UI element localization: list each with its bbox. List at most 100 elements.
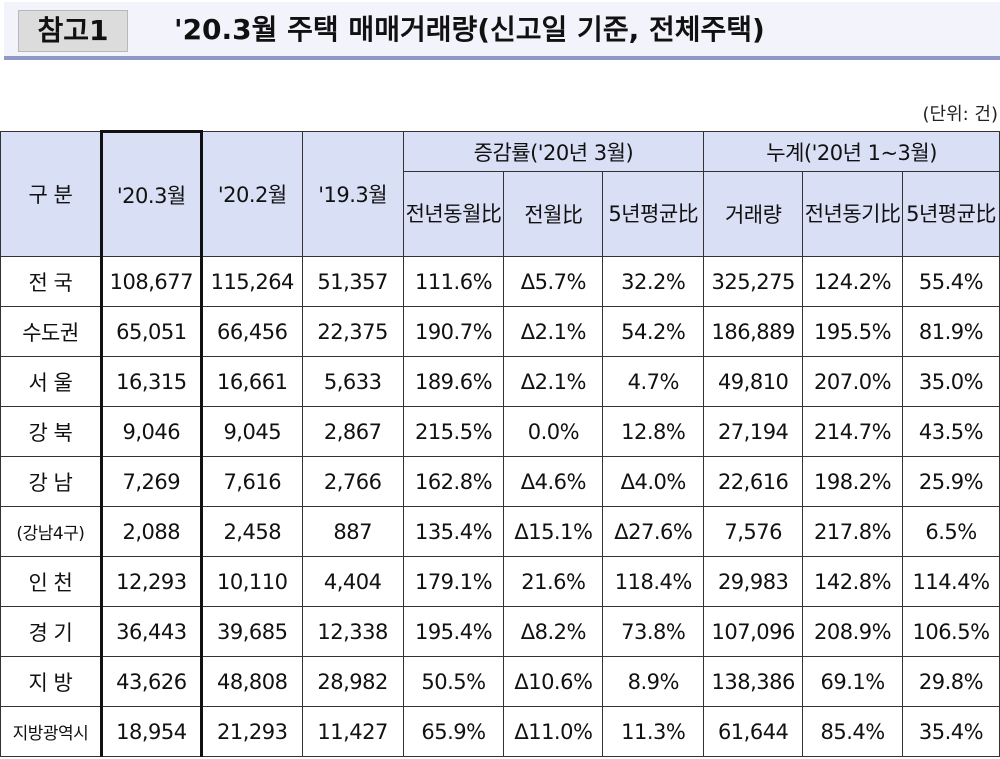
header-rate-5y: 5년평균比 xyxy=(602,171,705,257)
cell-cum-yoy: 207.0% xyxy=(802,356,904,407)
cell-cum-volume: 138,386 xyxy=(703,656,804,707)
cell-cum-volume: 325,275 xyxy=(703,256,804,307)
table-row: (강남4구) 2,088 2,458 887 135.4% Δ15.1% Δ27.6% 7,5… xyxy=(0,506,1000,557)
cell-rate-5y: 32.2% xyxy=(602,256,705,307)
cell-lastyear: 11,427 xyxy=(301,706,404,757)
cell-region: 강 북 xyxy=(0,406,102,457)
cell-rate-yoy: 135.4% xyxy=(402,506,505,557)
cell-lastyear: 4,404 xyxy=(301,556,404,607)
table-row: 지방광역시 18,954 21,293 11,427 65.9% Δ11.0% 11.3% 6… xyxy=(0,706,1000,757)
reference-label: 참고1 xyxy=(18,10,128,52)
cell-region: 지 방 xyxy=(0,656,102,707)
cell-cum-5y: 6.5% xyxy=(902,506,1000,557)
cell-cum-volume: 107,096 xyxy=(703,606,804,657)
table-row: 지 방 43,626 48,808 28,982 50.5% Δ10.6% 8.9% 138,… xyxy=(0,656,1000,707)
cell-cur: 16,315 xyxy=(99,356,203,407)
cell-cur: 108,677 xyxy=(99,256,203,307)
cell-lastyear: 887 xyxy=(301,506,404,557)
header-cum-5y: 5년평균比 xyxy=(902,171,1000,257)
table-row: 강 북 9,046 9,045 2,867 215.5% 0.0% 12.8% 27,194 2… xyxy=(0,406,1000,457)
cell-lastyear: 51,357 xyxy=(301,256,404,307)
cell-cur: 9,046 xyxy=(99,406,203,457)
cell-cur: 7,269 xyxy=(99,456,203,507)
cell-lastyear: 28,982 xyxy=(301,656,404,707)
cell-cum-5y: 43.5% xyxy=(902,406,1000,457)
cell-rate-yoy: 179.1% xyxy=(402,556,505,607)
cell-region: (강남4구) xyxy=(0,506,102,557)
cell-rate-yoy: 189.6% xyxy=(402,356,505,407)
cell-lastyear: 5,633 xyxy=(301,356,404,407)
cell-rate-mom: Δ15.1% xyxy=(503,506,604,557)
cell-rate-5y: 11.3% xyxy=(602,706,705,757)
cell-cum-yoy: 85.4% xyxy=(802,706,904,757)
cell-cum-5y: 106.5% xyxy=(902,606,1000,657)
cell-region: 전 국 xyxy=(0,256,102,307)
header-change-rate: 증감률('20년 3월) xyxy=(402,131,705,172)
cell-cur: 36,443 xyxy=(99,606,203,657)
cell-lastyear: 12,338 xyxy=(301,606,404,657)
cell-rate-mom: Δ11.0% xyxy=(503,706,604,757)
cell-rate-mom: 21.6% xyxy=(503,556,604,607)
cell-rate-5y: 12.8% xyxy=(602,406,705,457)
cell-cum-volume: 7,576 xyxy=(703,506,804,557)
cell-rate-5y: 118.4% xyxy=(602,556,705,607)
cell-cur: 65,051 xyxy=(99,306,203,357)
header-cum-volume: 거래량 xyxy=(703,171,804,257)
cell-rate-yoy: 195.4% xyxy=(402,606,505,657)
cell-prev: 39,685 xyxy=(200,606,303,657)
cell-cum-5y: 55.4% xyxy=(902,256,1000,307)
cell-rate-mom: Δ10.6% xyxy=(503,656,604,707)
cell-region: 강 남 xyxy=(0,456,102,507)
cell-rate-5y: 4.7% xyxy=(602,356,705,407)
header-previous-month: '20.2월 xyxy=(200,131,303,257)
cell-cum-volume: 27,194 xyxy=(703,406,804,457)
cell-rate-yoy: 65.9% xyxy=(402,706,505,757)
header-last-year-month: '19.3월 xyxy=(301,131,404,257)
cell-prev: 9,045 xyxy=(200,406,303,457)
cell-rate-mom: 0.0% xyxy=(503,406,604,457)
unit-label: (단위: 건) xyxy=(922,104,998,125)
title-bar: 참고1 '20.3월 주택 매매거래량(신고일 기준, 전체주택) xyxy=(4,2,1000,60)
cell-prev: 66,456 xyxy=(200,306,303,357)
cell-cum-5y: 25.9% xyxy=(902,456,1000,507)
cell-cur: 18,954 xyxy=(99,706,203,757)
cell-region: 경 기 xyxy=(0,606,102,657)
cell-prev: 10,110 xyxy=(200,556,303,607)
header-current-month: '20.3월 xyxy=(99,130,203,257)
cell-prev: 16,661 xyxy=(200,356,303,407)
cell-cum-5y: 35.0% xyxy=(902,356,1000,407)
cell-cum-yoy: 217.8% xyxy=(802,506,904,557)
cell-rate-mom: Δ2.1% xyxy=(503,306,604,357)
table-row: 인 천 12,293 10,110 4,404 179.1% 21.6% 118.4% 29,… xyxy=(0,556,1000,607)
cell-cum-yoy: 142.8% xyxy=(802,556,904,607)
cell-region: 지방광역시 xyxy=(0,706,102,757)
cell-cum-yoy: 195.5% xyxy=(802,306,904,357)
header-cumulative: 누계('20년 1~3월) xyxy=(703,131,1000,172)
cell-rate-5y: 54.2% xyxy=(602,306,705,357)
table-body: 전 국 108,677 115,264 51,357 111.6% Δ5.7% 32.2% 3… xyxy=(0,256,1000,757)
cell-prev: 21,293 xyxy=(200,706,303,757)
cell-cum-yoy: 214.7% xyxy=(802,406,904,457)
cell-cum-5y: 81.9% xyxy=(902,306,1000,357)
cell-prev: 7,616 xyxy=(200,456,303,507)
table-row: 전 국 108,677 115,264 51,357 111.6% Δ5.7% 32.2% 3… xyxy=(0,256,1000,307)
cell-cum-yoy: 208.9% xyxy=(802,606,904,657)
cell-lastyear: 22,375 xyxy=(301,306,404,357)
table-row: 강 남 7,269 7,616 2,766 162.8% Δ4.6% Δ4.0% 22,616… xyxy=(0,456,1000,507)
cell-cum-5y: 114.4% xyxy=(902,556,1000,607)
cell-rate-mom: Δ8.2% xyxy=(503,606,604,657)
cell-cum-yoy: 124.2% xyxy=(802,256,904,307)
header-rate-mom: 전월比 xyxy=(503,171,604,257)
cell-rate-yoy: 50.5% xyxy=(402,656,505,707)
cell-prev: 115,264 xyxy=(200,256,303,307)
cell-cur: 12,293 xyxy=(99,556,203,607)
cell-cum-5y: 29.8% xyxy=(902,656,1000,707)
cell-rate-yoy: 190.7% xyxy=(402,306,505,357)
transaction-table: 구 분 '20.3월 '20.2월 '19.3월 증감률('20년 3월) 누계… xyxy=(0,130,1000,757)
cell-cur: 43,626 xyxy=(99,656,203,707)
cell-cum-volume: 29,983 xyxy=(703,556,804,607)
cell-region: 인 천 xyxy=(0,556,102,607)
cell-rate-5y: 73.8% xyxy=(602,606,705,657)
cell-cum-volume: 49,810 xyxy=(703,356,804,407)
cell-rate-yoy: 162.8% xyxy=(402,456,505,507)
